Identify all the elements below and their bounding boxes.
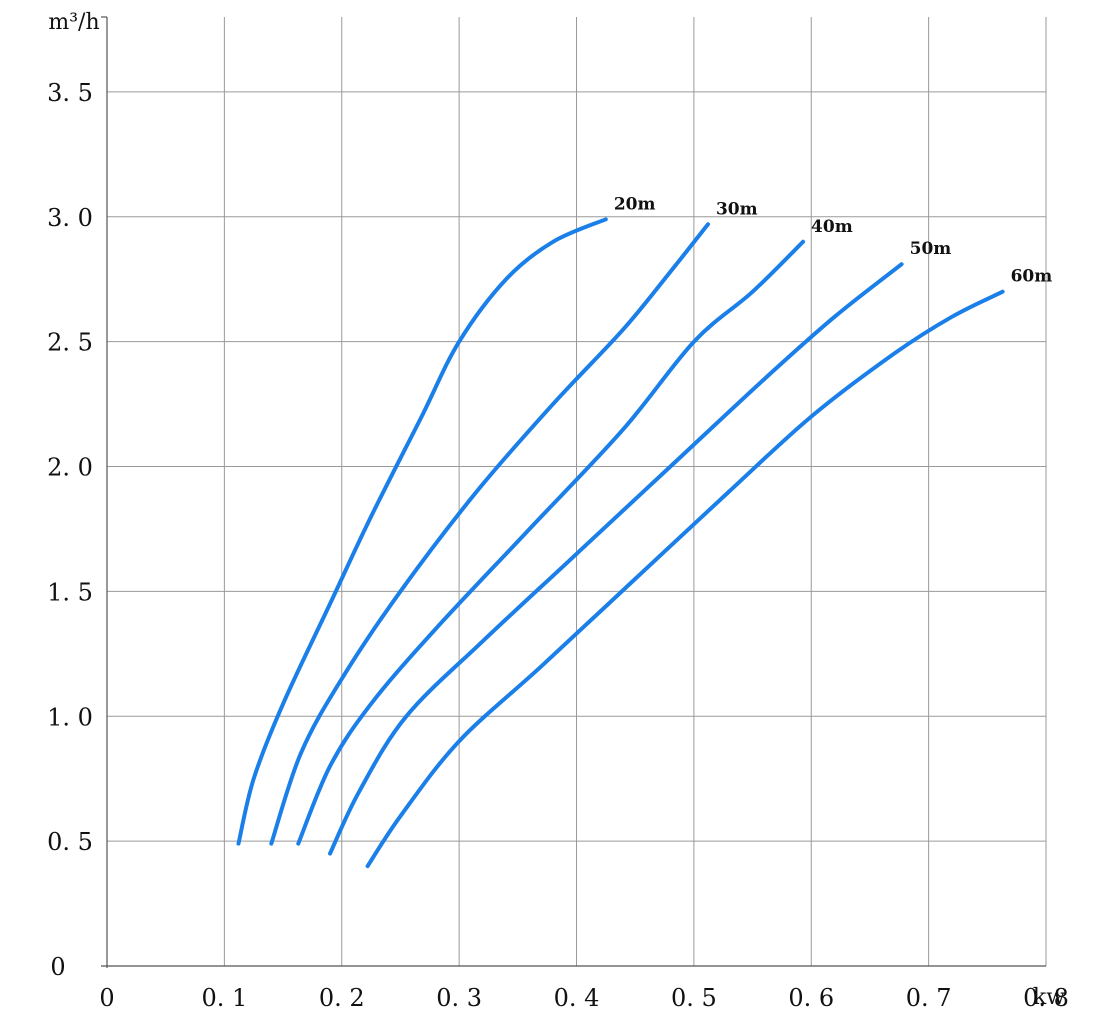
x-tick-label: 0 [99,984,114,1012]
y-tick-label: 0. 5 [47,828,93,856]
x-tick-label: 0. 1 [201,984,247,1012]
labels: 0 0. 1 0. 2 0. 3 0. 4 0. 5 0. 6 0. 7 0. 8 0 0. 5 1.… [47,10,1069,1012]
series-line-20m [236,217,608,846]
axes [101,16,1046,968]
series-label-60m: 60m [1011,267,1053,287]
y-tick-label: 1. 5 [47,578,93,606]
series-line-60m [365,289,1005,869]
series-line-30m [269,222,710,846]
x-tick-label: 0. 4 [554,984,600,1012]
y-tick-label: 2. 5 [47,329,93,357]
y-axis-label: m³/h [48,10,99,35]
series-label-30m: 30m [716,199,758,219]
series-label-40m: 40m [811,217,853,237]
x-axis-label: kw [1033,985,1065,1010]
grid [107,17,1047,966]
series-line-40m [296,239,805,846]
x-tick-label: 0. 6 [788,984,834,1012]
y-tick-label: 3. 0 [47,204,93,232]
x-tick-label: 0. 5 [671,984,717,1012]
x-tick-label: 0. 2 [319,984,365,1012]
y-tick-label: 2. 0 [47,454,93,482]
y-tick-label: 0 [50,953,65,981]
series-label-50m: 50m [910,239,952,259]
series-label-20m: 20m [614,194,656,214]
x-tick-label: 0. 8 [1023,984,1069,1012]
series-line-50m [328,262,904,856]
x-tick-label: 0. 3 [436,984,482,1012]
y-tick-label: 3. 5 [47,79,93,107]
x-tick-label: 0. 7 [906,984,952,1012]
curves [236,217,1005,869]
y-tick-label: 1. 0 [47,703,93,731]
